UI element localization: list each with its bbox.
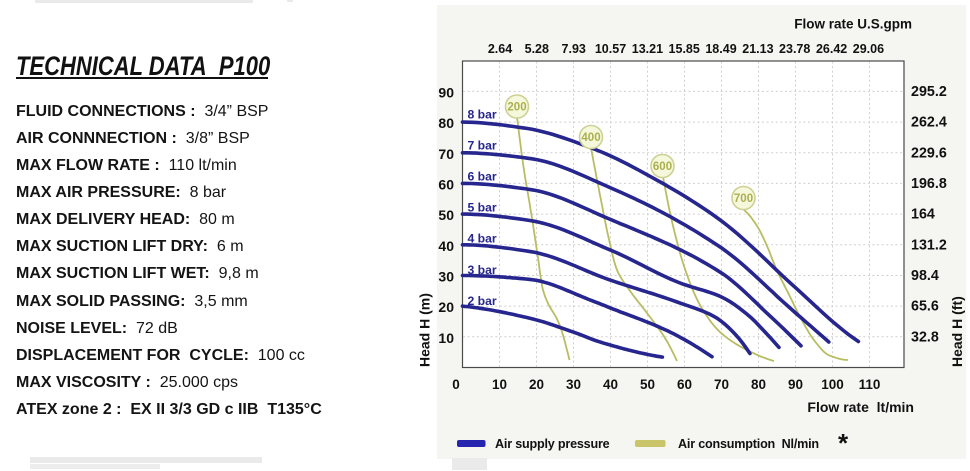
svg-text:30: 30 <box>438 269 454 285</box>
svg-text:2.64: 2.64 <box>488 42 512 56</box>
svg-text:13.21: 13.21 <box>632 42 663 56</box>
svg-text:164: 164 <box>911 207 935 223</box>
svg-text:10: 10 <box>492 377 507 392</box>
svg-text:90: 90 <box>788 377 803 392</box>
svg-text:10.57: 10.57 <box>595 42 626 56</box>
svg-text:Head H (ft): Head H (ft) <box>949 296 965 367</box>
svg-text:229.6: 229.6 <box>911 145 947 161</box>
svg-text:Flow rate lt/min: Flow rate lt/min <box>807 399 914 415</box>
svg-text:26.42: 26.42 <box>816 42 847 56</box>
svg-text:5 bar: 5 bar <box>468 201 497 215</box>
svg-text:20: 20 <box>529 377 544 392</box>
svg-text:23.78: 23.78 <box>779 42 810 56</box>
svg-text:40: 40 <box>603 377 618 392</box>
svg-text:600: 600 <box>653 161 672 173</box>
svg-text:*: * <box>838 428 849 458</box>
svg-text:700: 700 <box>734 193 753 205</box>
svg-text:3 bar: 3 bar <box>468 263 497 277</box>
svg-text:295.2: 295.2 <box>911 84 947 100</box>
svg-text:29.06: 29.06 <box>853 42 884 56</box>
svg-text:200: 200 <box>507 102 526 114</box>
svg-text:7.93: 7.93 <box>562 42 586 56</box>
svg-text:70: 70 <box>438 146 454 162</box>
svg-text:Air consumption Nl/min: Air consumption Nl/min <box>678 437 819 451</box>
svg-text:196.8: 196.8 <box>911 176 947 192</box>
svg-text:4 bar: 4 bar <box>468 232 497 246</box>
svg-text:65.6: 65.6 <box>911 299 939 315</box>
svg-text:131.2: 131.2 <box>911 237 947 253</box>
svg-text:10: 10 <box>438 330 454 346</box>
svg-text:32.8: 32.8 <box>911 329 939 345</box>
svg-text:30: 30 <box>566 377 581 392</box>
svg-text:110: 110 <box>859 377 881 392</box>
svg-text:98.4: 98.4 <box>911 268 939 284</box>
svg-text:Head H (m): Head H (m) <box>417 293 433 367</box>
svg-text:8 bar: 8 bar <box>468 107 497 121</box>
svg-text:60: 60 <box>677 377 692 392</box>
svg-text:Air supply pressure: Air supply pressure <box>495 437 610 451</box>
svg-text:21.13: 21.13 <box>742 42 773 56</box>
svg-text:5.28: 5.28 <box>525 42 549 56</box>
svg-text:7 bar: 7 bar <box>468 138 497 152</box>
svg-text:20: 20 <box>438 299 454 315</box>
svg-text:50: 50 <box>438 207 454 223</box>
svg-text:262.4: 262.4 <box>911 115 947 131</box>
svg-text:60: 60 <box>438 176 454 192</box>
svg-text:90: 90 <box>438 84 454 100</box>
svg-text:Flow rate U.S.gpm: Flow rate U.S.gpm <box>794 17 912 32</box>
svg-text:100: 100 <box>821 377 844 392</box>
svg-text:18.49: 18.49 <box>705 42 736 56</box>
svg-text:15.85: 15.85 <box>669 42 700 56</box>
svg-text:6 bar: 6 bar <box>468 170 497 184</box>
svg-text:80: 80 <box>438 115 454 131</box>
svg-text:0: 0 <box>452 377 460 392</box>
svg-text:80: 80 <box>751 377 766 392</box>
svg-text:50: 50 <box>640 377 655 392</box>
svg-text:40: 40 <box>438 238 454 254</box>
svg-text:70: 70 <box>714 377 729 392</box>
svg-text:2 bar: 2 bar <box>468 294 497 308</box>
svg-text:400: 400 <box>581 132 600 144</box>
